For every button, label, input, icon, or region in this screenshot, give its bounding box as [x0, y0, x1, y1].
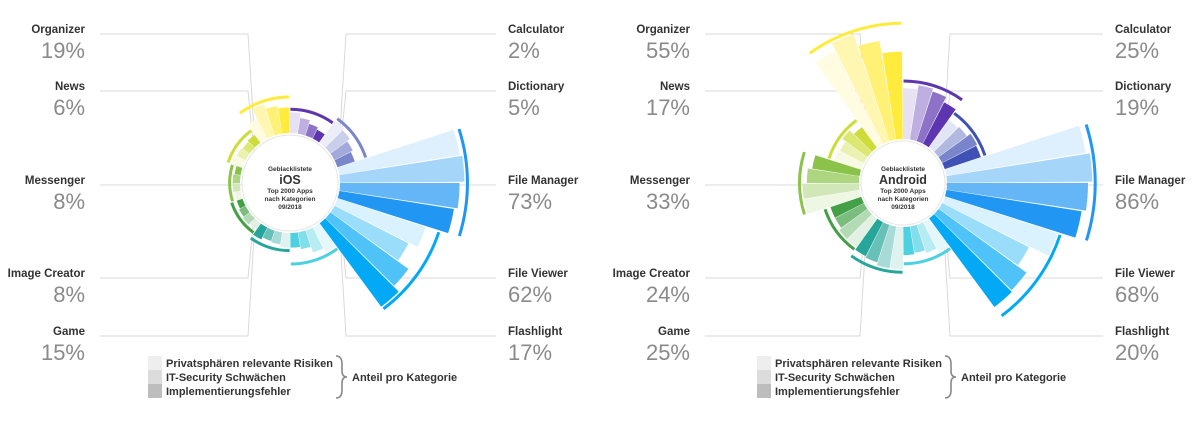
center-date: 09/2018 [891, 204, 915, 211]
category-value: 33% [646, 189, 690, 214]
legend-swatch [757, 384, 771, 398]
wedge-bar [235, 166, 243, 175]
legend-label: IT-Security Schwächen [775, 372, 895, 384]
category-value: 20% [1115, 340, 1159, 365]
connector-line [100, 34, 254, 131]
legend-label: Privatsphären relevante Risiken [166, 358, 333, 370]
legend-brace [945, 356, 956, 398]
legend-swatch [148, 356, 162, 370]
center-line: Top 2000 Apps [880, 188, 926, 195]
category-label: Messenger [25, 175, 86, 187]
category-value: 2% [508, 38, 540, 63]
category-value: 8% [53, 282, 85, 307]
category-value: 8% [53, 189, 85, 214]
category-label: File Viewer [508, 268, 568, 280]
category-wedge-organizer [810, 23, 903, 147]
category-arc [1086, 125, 1095, 241]
category-value: 19% [1115, 95, 1159, 120]
category-label: File Manager [508, 175, 579, 187]
legend-group-label: Anteil pro Kategorie [961, 372, 1066, 384]
center-platform: iOS [279, 173, 301, 187]
connector-line [100, 91, 254, 151]
connector-line [340, 34, 496, 131]
category-value: 62% [508, 282, 552, 307]
category-label: Dictionary [1115, 81, 1172, 93]
category-value: 17% [646, 95, 690, 120]
category-arc [230, 165, 233, 201]
center-line: Top 2000 Apps [267, 188, 313, 195]
legend-label: Privatsphären relevante Risiken [775, 358, 942, 370]
wedge-bar [233, 174, 241, 183]
connector-line [100, 216, 254, 278]
connector-line [705, 237, 866, 336]
legend-swatch [148, 370, 162, 384]
legend: Privatsphären relevante Risiken IT-Securi… [148, 356, 457, 398]
category-arc [459, 129, 467, 236]
legend-brace [336, 356, 347, 398]
category-label: File Manager [1115, 175, 1186, 187]
center-subtitle: Geblacklistete [881, 166, 925, 173]
category-label: Calculator [508, 24, 565, 36]
category-label: Game [658, 326, 690, 338]
chart-android: GeblacklisteteAndroidTop 2000 Appsnach K… [613, 23, 1186, 365]
rose-wedges [800, 23, 1096, 316]
category-value: 6% [53, 95, 85, 120]
connector-line [705, 91, 866, 151]
category-value: 15% [41, 340, 85, 365]
category-value: 19% [41, 38, 85, 63]
category-label: Flashlight [1115, 326, 1169, 338]
center-line: nach Kategorien [265, 196, 316, 203]
category-label: Calculator [1115, 24, 1172, 36]
legend-swatch [148, 384, 162, 398]
connector-line [944, 34, 1103, 131]
category-value: 68% [1115, 282, 1159, 307]
category-arc [800, 152, 805, 214]
legend-label: Implementierungsfehler [166, 386, 291, 398]
connector-line [100, 237, 254, 336]
legend-swatch [757, 370, 771, 384]
category-label: Game [53, 326, 85, 338]
category-label: Image Creator [8, 268, 86, 280]
legend-group-label: Anteil pro Kategorie [352, 372, 457, 384]
chart-ios: GeblacklisteteiOSTop 2000 Appsnach Kateg… [8, 24, 579, 365]
center-date: 09/2018 [278, 204, 302, 211]
category-label: Organizer [636, 24, 690, 36]
center-subtitle: Geblacklistete [268, 166, 312, 173]
category-label: Dictionary [508, 81, 565, 93]
category-label: Flashlight [508, 326, 562, 338]
category-label: News [55, 81, 85, 93]
category-value: 73% [508, 189, 552, 214]
center-platform: Android [879, 173, 927, 187]
category-value: 25% [646, 340, 690, 365]
category-label: Organizer [31, 24, 85, 36]
category-wedge-messenger [230, 165, 243, 201]
center-line: nach Kategorien [878, 196, 929, 203]
category-label: Messenger [630, 175, 691, 187]
category-value: 25% [1115, 38, 1159, 63]
category-label: News [660, 81, 690, 93]
legend: Privatsphären relevante Risiken IT-Securi… [757, 356, 1066, 398]
category-value: 17% [508, 340, 552, 365]
category-value: 24% [646, 282, 690, 307]
category-value: 55% [646, 38, 690, 63]
category-label: Image Creator [613, 268, 691, 280]
category-value: 86% [1115, 189, 1159, 214]
wedge-bar [235, 191, 243, 200]
legend-swatch [757, 356, 771, 370]
legend-label: IT-Security Schwächen [166, 372, 286, 384]
category-label: File Viewer [1115, 268, 1175, 280]
wedge-bar [233, 183, 241, 192]
legend-label: Implementierungsfehler [775, 386, 900, 398]
category-value: 5% [508, 95, 540, 120]
